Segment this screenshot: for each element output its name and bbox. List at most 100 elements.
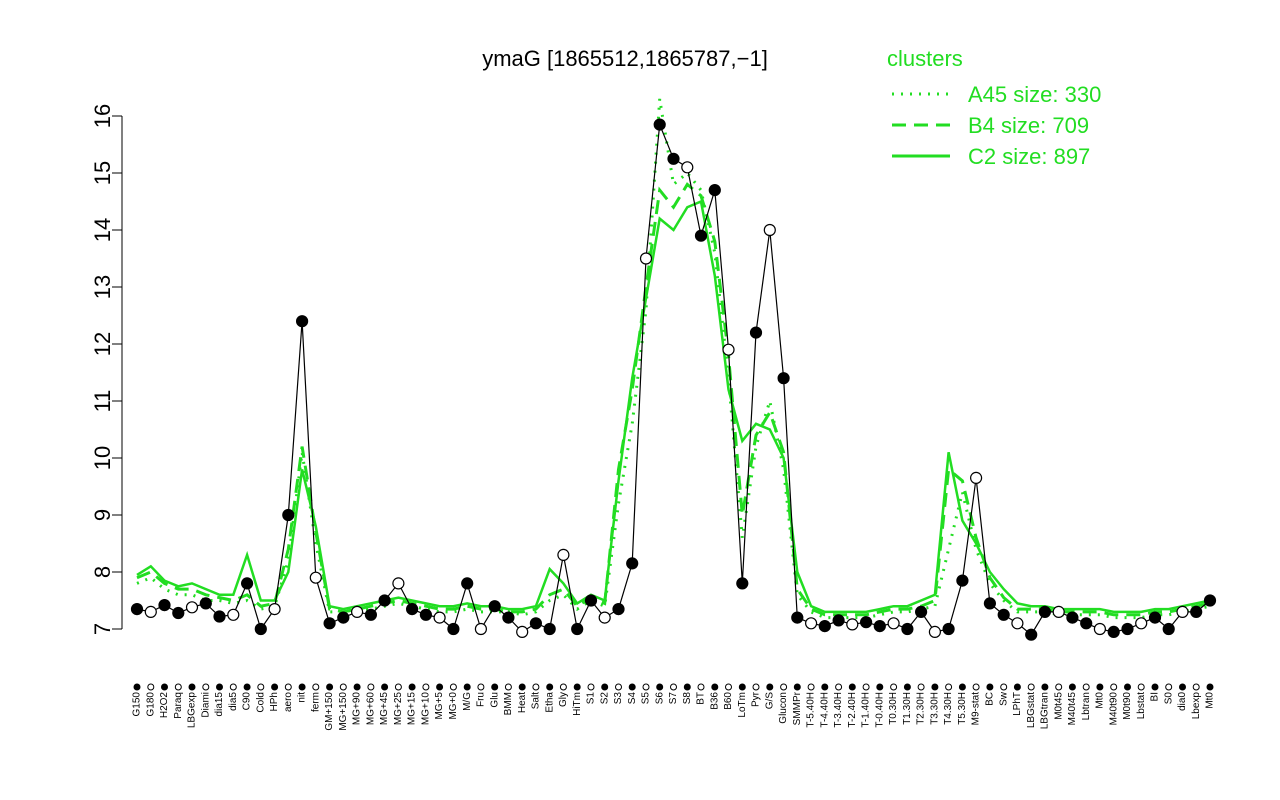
x-marker (986, 683, 994, 691)
y-tick-label: 11 (90, 390, 115, 413)
x-marker (1151, 683, 1159, 691)
y-tick-label: 9 (90, 509, 115, 521)
x-tick-label: Salt (531, 692, 542, 709)
x-tick-label: G/S (764, 692, 775, 710)
x-tick-label: M9-stat (971, 692, 982, 726)
x-tick-label: MG+45 (379, 692, 390, 726)
x-tick-label: M/G (462, 692, 473, 711)
data-point (351, 605, 364, 619)
x-marker (1206, 683, 1214, 691)
data-point (1093, 622, 1107, 636)
x-marker (449, 683, 457, 691)
x-marker (436, 683, 444, 691)
x-marker (862, 683, 870, 691)
y-tick-label: 10 (90, 446, 115, 470)
x-tick-label: dia15 (214, 692, 225, 717)
data-point (694, 229, 708, 242)
x-marker (161, 683, 168, 691)
x-tick-label: MG+10 (421, 692, 432, 726)
data-point (516, 625, 529, 639)
x-tick-label: T2.30H (916, 692, 927, 725)
x-marker (504, 683, 512, 691)
data-point (185, 601, 199, 614)
y-tick-label: 7 (90, 623, 115, 635)
x-marker (1068, 683, 1076, 691)
expression-line (136, 124, 1211, 636)
data-point (1176, 605, 1189, 619)
x-marker (271, 683, 279, 691)
data-point (227, 608, 240, 621)
x-marker (133, 683, 141, 691)
data-point (901, 622, 914, 636)
x-tick-label: MG+5 (434, 692, 445, 720)
x-tick-label: T-0.40H (874, 692, 885, 728)
x-marker (1096, 683, 1104, 691)
x-marker (1110, 683, 1118, 691)
legend-label: C2 size: 897 (968, 144, 1090, 169)
data-point (268, 602, 281, 616)
x-marker (312, 683, 320, 691)
data-point (598, 611, 611, 624)
x-marker (890, 683, 898, 691)
data-point (461, 577, 474, 590)
data-point (763, 223, 776, 237)
data-point (557, 548, 570, 562)
x-tick-label: BMM (503, 692, 514, 715)
data-point (282, 508, 295, 522)
data-point (914, 605, 928, 619)
x-tick-label: Heat (517, 692, 528, 713)
x-marker (532, 683, 540, 691)
y-tick-label: 13 (90, 275, 115, 299)
x-marker (1124, 683, 1131, 691)
x-tick-label: M40t45 (1067, 692, 1078, 726)
data-point (529, 617, 543, 630)
data-point (1135, 617, 1148, 630)
x-tick-label: S6 (654, 692, 665, 705)
data-point (584, 594, 598, 607)
data-point (873, 619, 886, 633)
x-tick-label: Etha (544, 692, 555, 713)
x-marker (670, 683, 677, 691)
x-tick-label: MG+150 (338, 692, 349, 731)
data-point (942, 622, 955, 636)
x-tick-label: H2O2 (159, 692, 170, 719)
data-point (488, 600, 501, 613)
x-marker (683, 683, 691, 691)
x-tick-label: S3 (613, 692, 624, 705)
x-marker (656, 683, 664, 691)
x-tick-label: T-3.40H (833, 692, 844, 728)
x-tick-label: M0t45 (1053, 692, 1064, 720)
x-tick-label: B36 (709, 692, 720, 710)
data-point (543, 622, 556, 636)
x-tick-label: T-1.40H (861, 692, 872, 728)
x-tick-label: MG+25 (393, 692, 404, 726)
x-tick-label: GM+150 (324, 692, 335, 731)
x-tick-label: Glu (489, 692, 500, 708)
x-marker (243, 683, 251, 691)
data-point (639, 252, 653, 265)
x-marker (491, 683, 499, 691)
x-marker (559, 683, 567, 691)
data-point (804, 617, 818, 630)
data-point (1107, 625, 1120, 639)
x-tick-label: LoTm (737, 692, 748, 718)
data-point (337, 611, 350, 624)
x-axis: G150 G180 H2O2 Paraq LBGexp Diami dia15 dia5 C90… (132, 683, 1216, 731)
data-point (859, 616, 873, 629)
y-tick-label: 16 (90, 104, 115, 128)
data-point (1148, 611, 1162, 624)
data-point (1080, 617, 1093, 630)
x-tick-label: T1.30H (902, 692, 913, 725)
x-tick-label: S0 (1163, 692, 1174, 705)
data-point (612, 602, 625, 616)
data-point (254, 622, 267, 636)
x-marker (463, 683, 471, 691)
x-tick-label: MG+60 (366, 692, 377, 726)
x-tick-label: LPhT (1012, 692, 1023, 716)
x-marker (257, 683, 265, 691)
y-tick-label: 14 (90, 218, 115, 242)
data-point (736, 577, 749, 590)
x-marker (1179, 683, 1186, 691)
x-tick-label: C90 (242, 692, 253, 711)
x-tick-label: M0t90 (1122, 692, 1133, 720)
